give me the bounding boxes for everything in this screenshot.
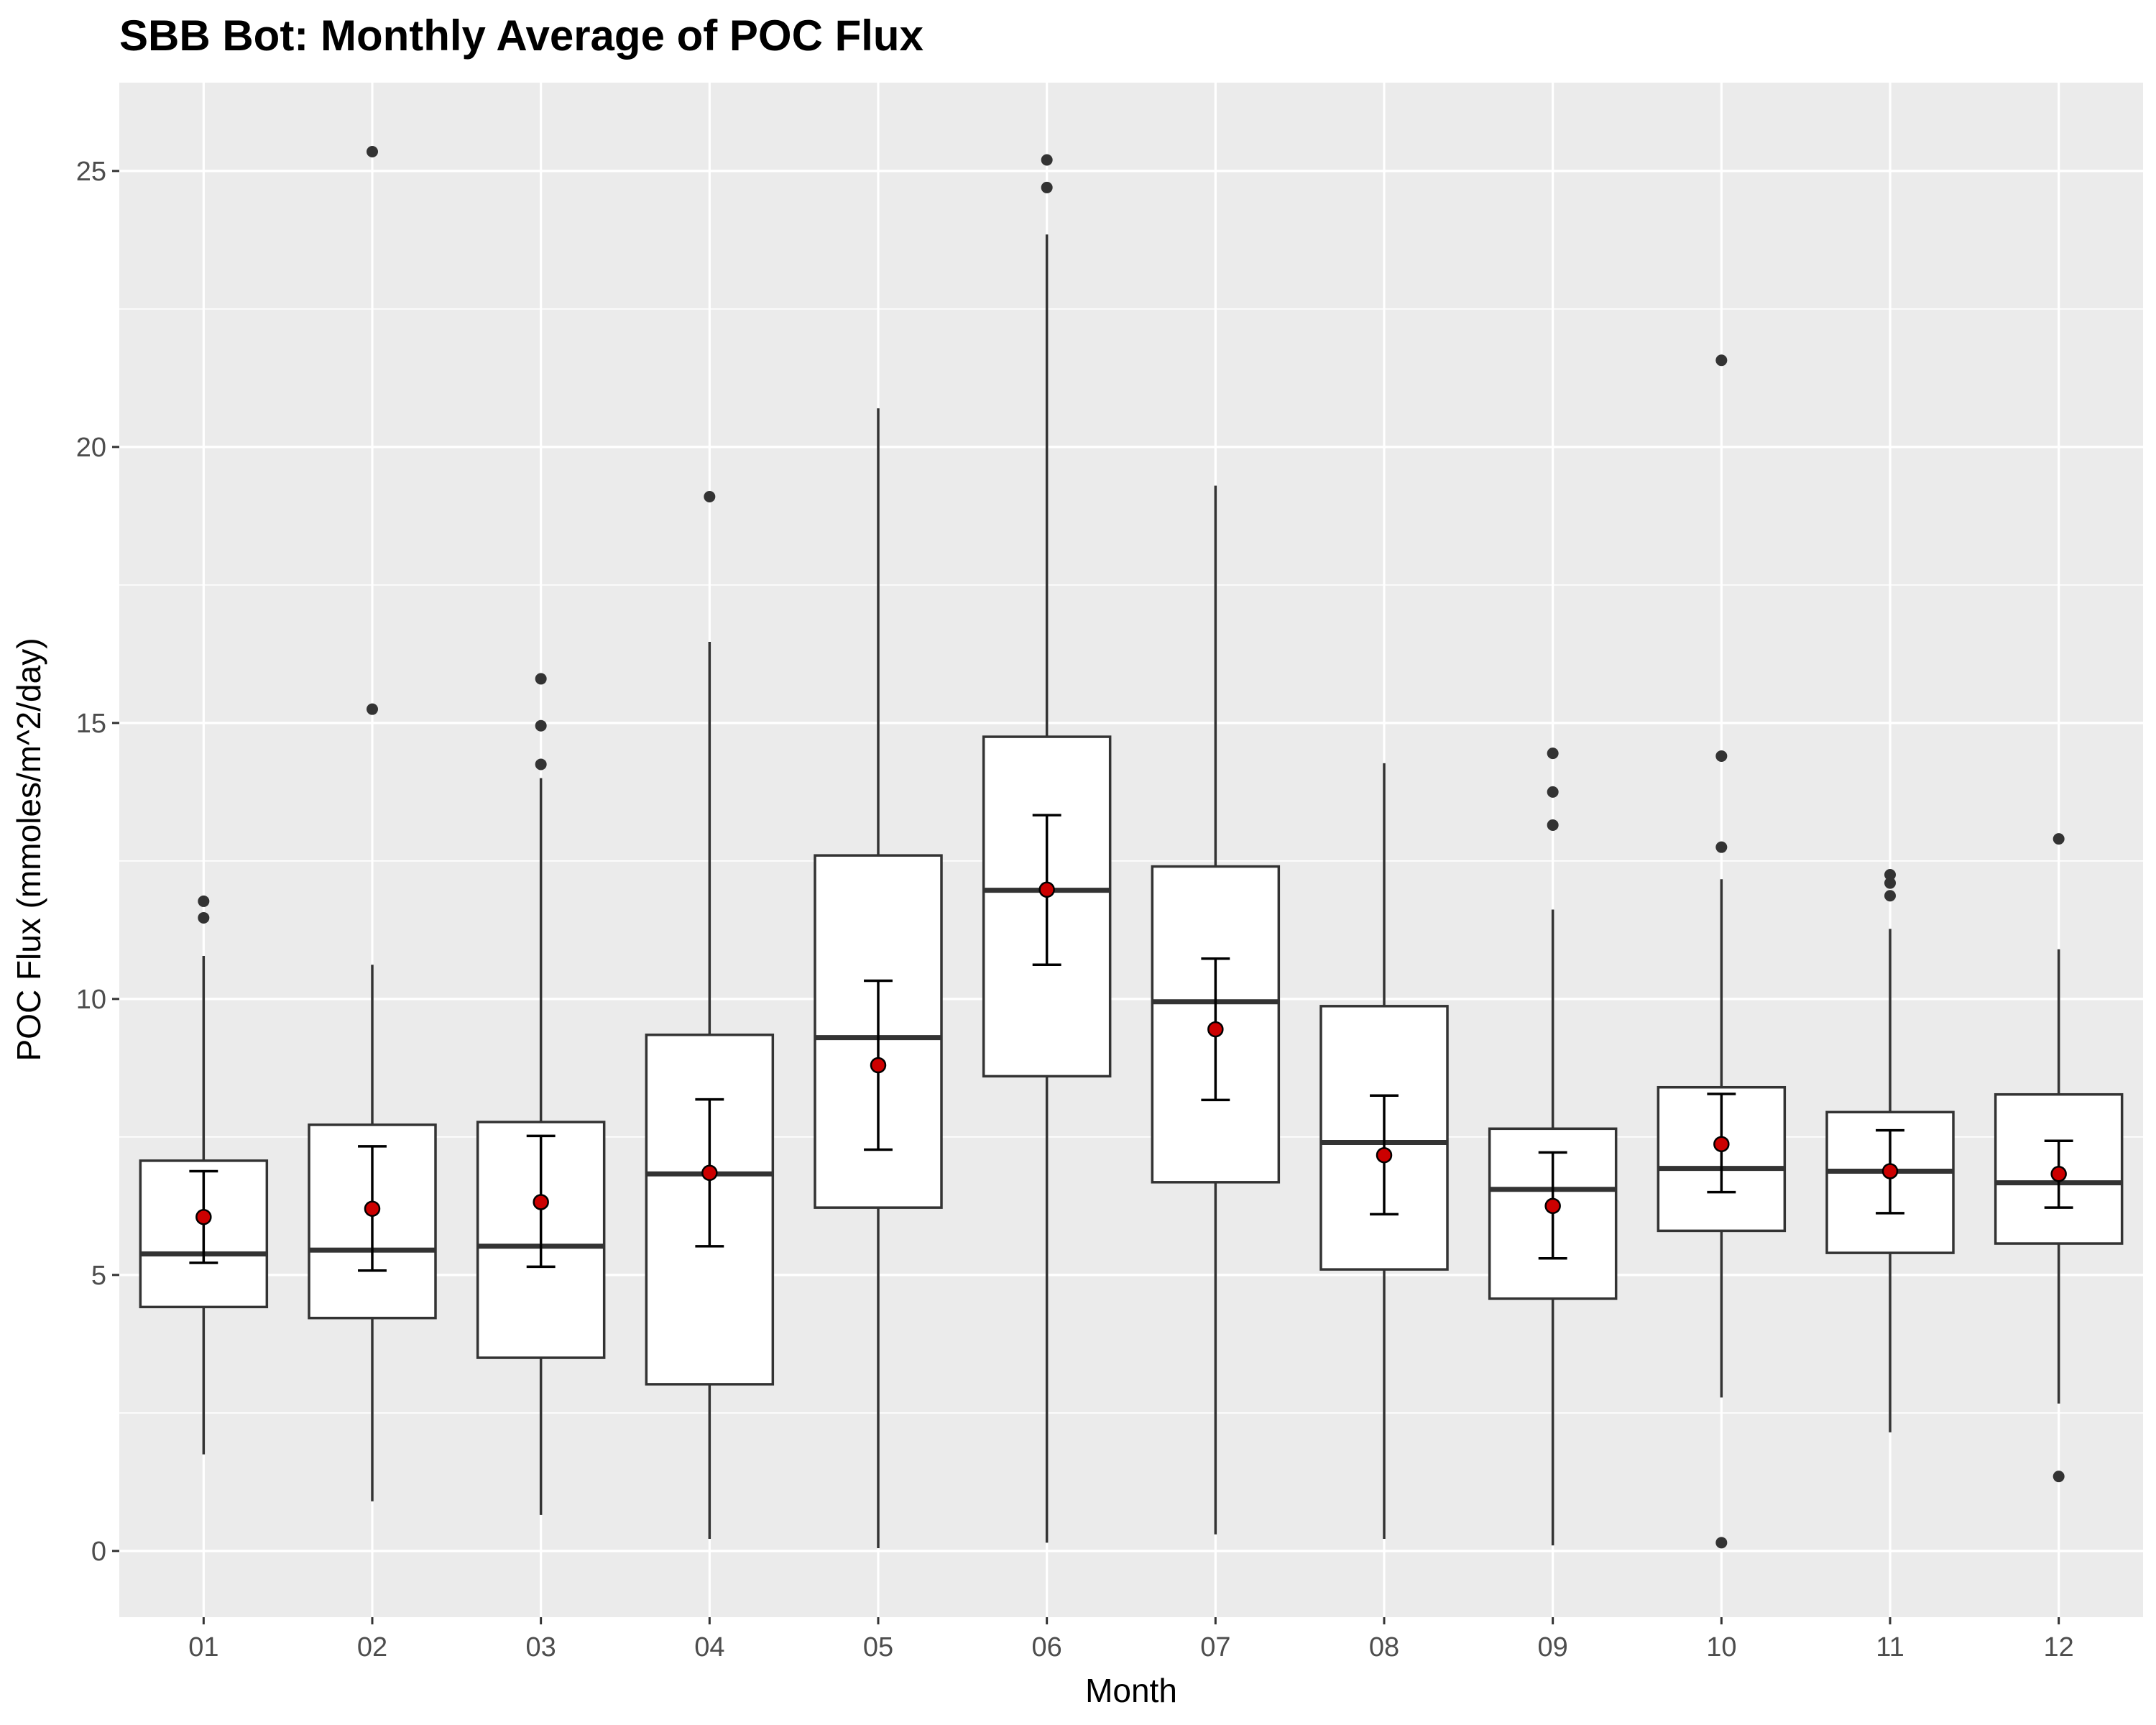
outlier-point <box>367 703 378 715</box>
outlier-point <box>1715 354 1728 367</box>
box-group-12 <box>1994 833 2124 1483</box>
outlier-point <box>1041 181 1053 193</box>
outlier-point <box>1884 890 1896 902</box>
outlier-point <box>1884 877 1896 889</box>
outlier-point <box>1715 1537 1728 1549</box>
outlier-point <box>535 758 547 770</box>
x-tick-label: 12 <box>2044 1632 2074 1662</box>
outlier-point <box>1547 748 1559 760</box>
outlier-point <box>1715 841 1728 853</box>
outlier-point <box>1715 750 1728 762</box>
outlier-point <box>535 673 547 685</box>
mean-point <box>1881 1163 1899 1179</box>
outlier-point <box>704 490 716 502</box>
y-tick-label: 5 <box>91 1261 106 1291</box>
box-group-09 <box>1488 748 1618 1546</box>
y-tick-label: 15 <box>76 709 106 739</box>
y-axis-title: POC Flux (mmoles/m^2/day) <box>10 638 47 1061</box>
x-tick-label: 01 <box>188 1632 218 1662</box>
x-tick-label: 10 <box>1706 1632 1736 1662</box>
y-tick-label: 25 <box>76 157 106 187</box>
box-group-06 <box>982 154 1112 1543</box>
box-group-07 <box>1151 485 1281 1535</box>
outlier-point <box>2053 1471 2065 1483</box>
box-group-11 <box>1825 869 1955 1432</box>
x-tick-label: 03 <box>526 1632 556 1662</box>
mean-point <box>364 1200 381 1217</box>
outlier-point <box>198 911 210 924</box>
mean-point <box>533 1194 549 1210</box>
y-tick-label: 20 <box>76 433 106 463</box>
x-tick-label: 05 <box>863 1632 893 1662</box>
mean-point <box>701 1164 718 1182</box>
mean-point <box>1207 1021 1224 1038</box>
x-tick-label: 09 <box>1538 1632 1568 1662</box>
outlier-point <box>1547 786 1559 798</box>
mean-point <box>195 1208 212 1225</box>
outlier-point <box>2053 833 2065 845</box>
x-tick-label: 11 <box>1876 1632 1904 1662</box>
box-group-08 <box>1319 763 1449 1539</box>
outlier-point <box>1041 154 1053 166</box>
mean-point <box>870 1057 887 1074</box>
box-group-03 <box>476 673 606 1515</box>
box-plots <box>139 145 2124 1549</box>
box-group-02 <box>308 145 437 1501</box>
outlier-point <box>1547 819 1559 831</box>
box-group-04 <box>645 490 775 1539</box>
mean-point <box>2050 1166 2067 1182</box>
x-tick-label: 08 <box>1369 1632 1399 1662</box>
box-group-01 <box>139 895 269 1455</box>
x-tick-label: 04 <box>694 1632 724 1662</box>
y-axis: 0 5 10 15 20 25 <box>76 157 119 1567</box>
y-tick-label: 0 <box>91 1537 106 1567</box>
box-group-05 <box>814 408 943 1549</box>
chart-title: SBB Bot: Monthly Average of POC Flux <box>119 12 923 60</box>
x-axis: 01 02 03 04 05 06 07 08 09 10 11 12 <box>188 1617 2074 1662</box>
plot-panel <box>119 83 2143 1617</box>
outlier-point <box>1884 869 1896 881</box>
mean-point <box>1713 1136 1730 1153</box>
outlier-point <box>535 719 547 732</box>
x-axis-title: Month <box>1085 1672 1177 1709</box>
outlier-point <box>367 145 378 157</box>
mean-point <box>1544 1197 1561 1215</box>
x-tick-label: 07 <box>1200 1632 1230 1662</box>
mean-point <box>1376 1146 1393 1164</box>
outlier-point <box>198 895 210 907</box>
y-tick-label: 10 <box>76 985 106 1015</box>
x-tick-label: 02 <box>357 1632 387 1662</box>
box-group-10 <box>1657 354 1787 1549</box>
mean-point <box>1038 881 1055 898</box>
x-tick-label: 06 <box>1032 1632 1062 1662</box>
